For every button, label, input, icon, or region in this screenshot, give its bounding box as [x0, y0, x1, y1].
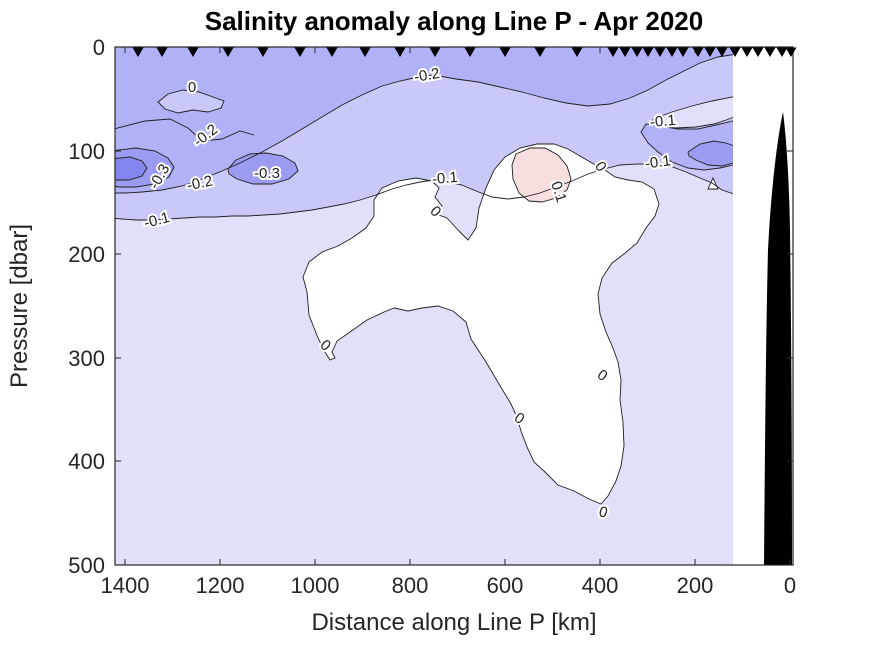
x-tick-label: 0 [784, 573, 796, 598]
contour-label: 0 [188, 79, 196, 96]
station-triangle-icon [677, 47, 689, 57]
x-tick-label: 600 [487, 573, 524, 598]
x-axis-label: Distance along Line P [km] [311, 609, 596, 636]
region-blob-lighter-topleft [157, 89, 225, 114]
station-triangle-icon [394, 47, 406, 57]
station-triangle-icon [187, 47, 199, 57]
axes: 1400 1200 1000 800 600 400 200 0 0 100 200 300 400 50… [68, 35, 796, 598]
x-tick-label: 1000 [291, 573, 340, 598]
station-triangle-icon [631, 47, 643, 57]
station-triangle-icon [607, 47, 619, 57]
y-tick-label: 400 [68, 449, 105, 474]
station-triangle-icon [692, 47, 704, 57]
station-markers [132, 47, 797, 57]
station-triangle-icon [642, 47, 654, 57]
contour-label: -0.1 [644, 152, 672, 172]
y-tick-label: 200 [68, 242, 105, 267]
station-triangle-icon [764, 47, 776, 57]
region-core-neg04-left [115, 156, 148, 181]
region-blob-pos01-pink [511, 147, 572, 203]
contour-neg01-boundary [115, 163, 733, 221]
x-tick-label: 1200 [196, 573, 245, 598]
x-tick-label: 1400 [101, 573, 150, 598]
station-triangle-icon [654, 47, 666, 57]
contour-label: -0.1 [431, 169, 458, 188]
station-triangle-icon [619, 47, 631, 57]
station-triangle-icon [534, 47, 546, 57]
station-triangle-icon [571, 47, 583, 57]
station-triangle-icon [704, 47, 716, 57]
region-blob-neg03-right [687, 140, 733, 167]
station-triangle-icon [752, 47, 764, 57]
x-tick-label: 400 [582, 573, 619, 598]
station-triangle-icon [716, 47, 728, 57]
contour-lines [115, 54, 733, 221]
x-tick-label: 200 [677, 573, 714, 598]
y-axis-label: Pressure [dbar] [6, 224, 33, 388]
station-triangle-icon [464, 47, 476, 57]
station-triangle-icon [132, 47, 144, 57]
plot-box [114, 46, 794, 566]
station-triangle-icon [499, 47, 511, 57]
station-triangle-icon [326, 47, 338, 57]
contour-label: -0.2 [185, 172, 214, 194]
station-triangle-icon [294, 47, 306, 57]
station-triangle-icon [785, 47, 797, 57]
contour-label: -0.1 [649, 112, 676, 131]
region-island-zero-contour [302, 143, 660, 505]
station-triangle-icon [156, 47, 168, 57]
y-tick-label: 100 [68, 139, 105, 164]
station-triangle-icon [359, 47, 371, 57]
station-triangle-icon [729, 47, 741, 57]
station-triangle-icon [776, 47, 788, 57]
y-tick-label: 500 [68, 553, 105, 578]
y-tick-label: 300 [68, 346, 105, 371]
station-triangle-icon [222, 47, 234, 57]
y-tick-label: 0 [93, 35, 105, 60]
station-triangle-icon [257, 47, 269, 57]
chart-title: Salinity anomaly along Line P - Apr 2020 [205, 6, 703, 36]
x-tick-label: 800 [392, 573, 429, 598]
station-triangle-icon [429, 47, 441, 57]
contour-neg02-boundary [115, 54, 733, 194]
contour-neg02-squiggle-topleft [115, 118, 255, 142]
bathymetry-shape [764, 112, 792, 565]
contour-bands [115, 47, 733, 565]
station-triangle-icon [666, 47, 678, 57]
region-band-neg02-to-neg03 [115, 47, 733, 193]
station-triangle-icon [741, 47, 753, 57]
contour-label: -0.3 [254, 165, 280, 182]
